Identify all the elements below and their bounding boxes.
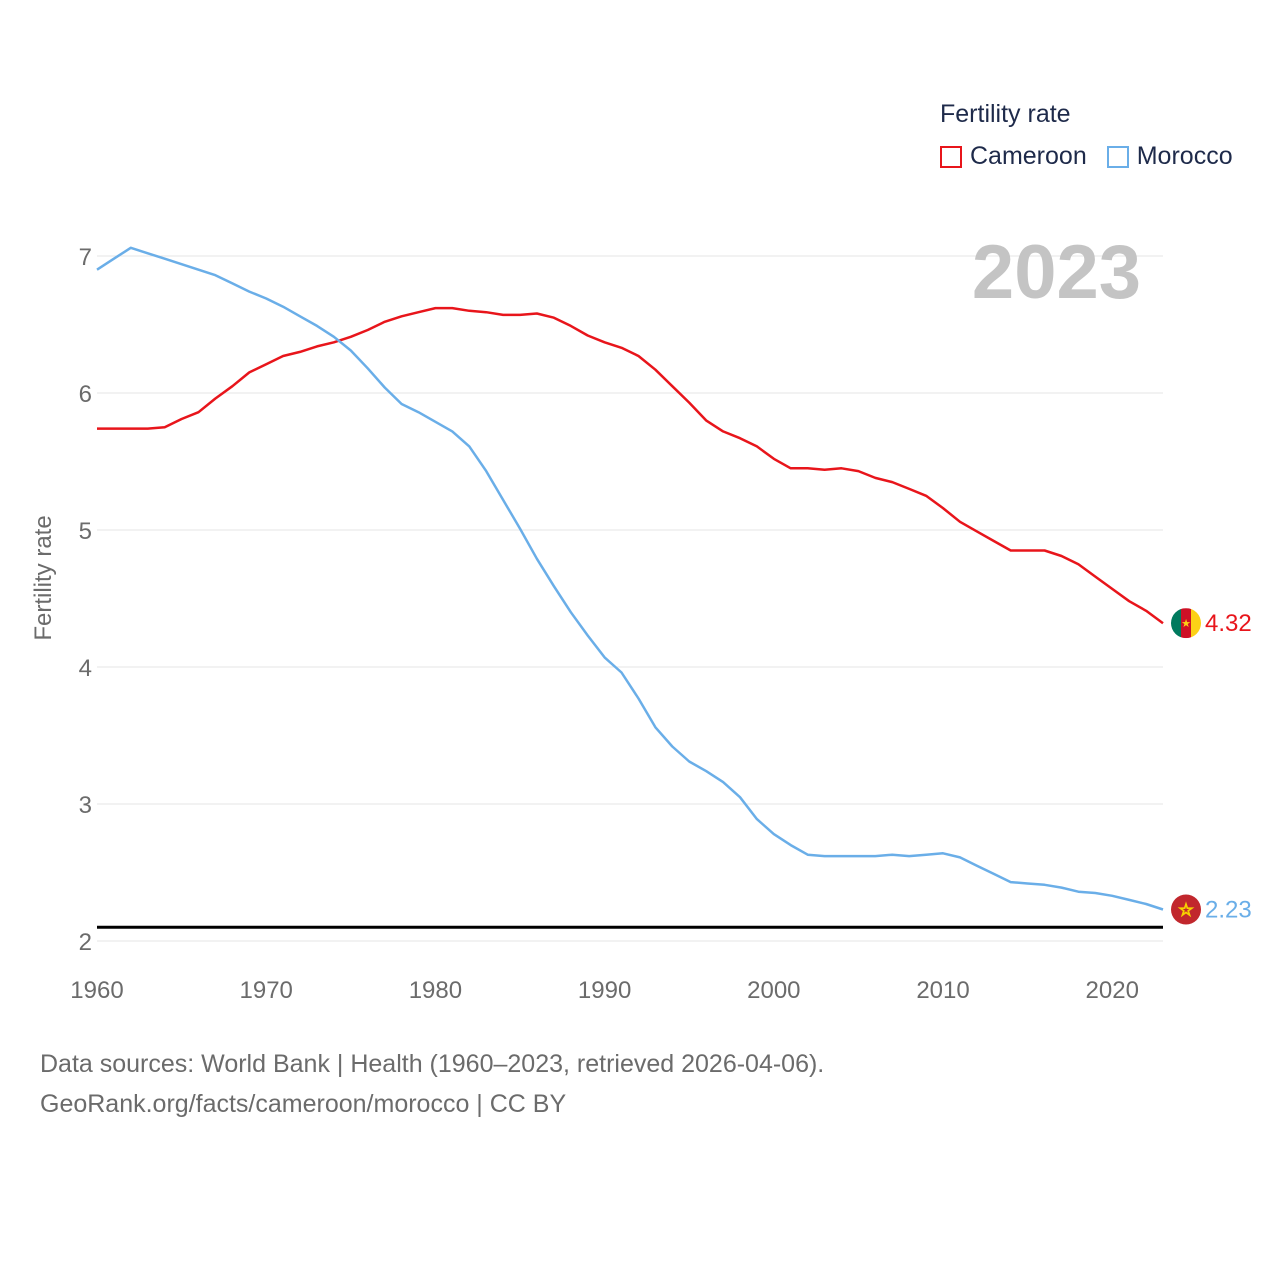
legend-item-cameroon[interactable]: Cameroon bbox=[940, 142, 1087, 171]
footer: Data sources: World Bank | Health (1960–… bbox=[40, 1044, 824, 1124]
gridlines bbox=[97, 255, 1163, 942]
legend-label-cameroon: Cameroon bbox=[970, 142, 1087, 170]
svg-text:☆: ☆ bbox=[1178, 900, 1193, 920]
x-tick-label: 1990 bbox=[578, 977, 631, 1004]
x-tick-label: 1980 bbox=[409, 977, 462, 1004]
legend-title: Fertility rate bbox=[940, 100, 1071, 128]
y-tick-label: 3 bbox=[79, 792, 92, 819]
x-tick-label: 2010 bbox=[916, 977, 969, 1004]
end-label-cameroon: 4.32 bbox=[1205, 610, 1252, 637]
series-line-morocco bbox=[96, 246, 1164, 911]
svg-text:★: ★ bbox=[1181, 617, 1191, 630]
y-tick-label: 7 bbox=[79, 244, 92, 271]
y-axis-ticks: 2 3 4 5 6 7 bbox=[79, 244, 92, 956]
series-line-cameroon bbox=[97, 306, 1164, 625]
morocco-flag-icon: ☆ bbox=[1171, 894, 1201, 925]
series-lines bbox=[96, 246, 1164, 911]
legend-swatch-cameroon bbox=[940, 145, 962, 168]
y-tick-label: 4 bbox=[79, 655, 92, 682]
end-label-morocco: 2.23 bbox=[1205, 896, 1252, 923]
legend-swatch-morocco bbox=[1106, 145, 1129, 168]
x-tick-label: 2000 bbox=[747, 977, 800, 1004]
x-tick-label: 1970 bbox=[240, 977, 293, 1004]
x-axis-ticks: 1960 1970 1980 1990 2000 2010 2020 bbox=[70, 977, 1139, 1004]
x-tick-label: 1960 bbox=[70, 977, 123, 1004]
data-source-text: Data sources: World Bank | Health (1960–… bbox=[40, 1050, 825, 1078]
flag-markers: ★ 4.32 ☆ 2.23 bbox=[1171, 608, 1252, 925]
year-label: 2023 bbox=[972, 230, 1141, 315]
legend: Cameroon Morocco bbox=[940, 142, 1253, 171]
y-tick-label: 6 bbox=[79, 381, 92, 408]
legend-item-morocco[interactable]: Morocco bbox=[1106, 142, 1233, 171]
y-tick-label: 5 bbox=[79, 518, 92, 545]
y-tick-label: 2 bbox=[79, 929, 92, 956]
cameroon-flag-icon: ★ bbox=[1171, 608, 1201, 639]
attribution-link[interactable]: GeoRank.org/facts/cameroon/morocco | CC … bbox=[40, 1090, 567, 1118]
x-tick-label: 2020 bbox=[1086, 977, 1139, 1004]
legend-label-morocco: Morocco bbox=[1136, 142, 1233, 170]
y-axis-label: Fertility rate bbox=[30, 515, 57, 640]
